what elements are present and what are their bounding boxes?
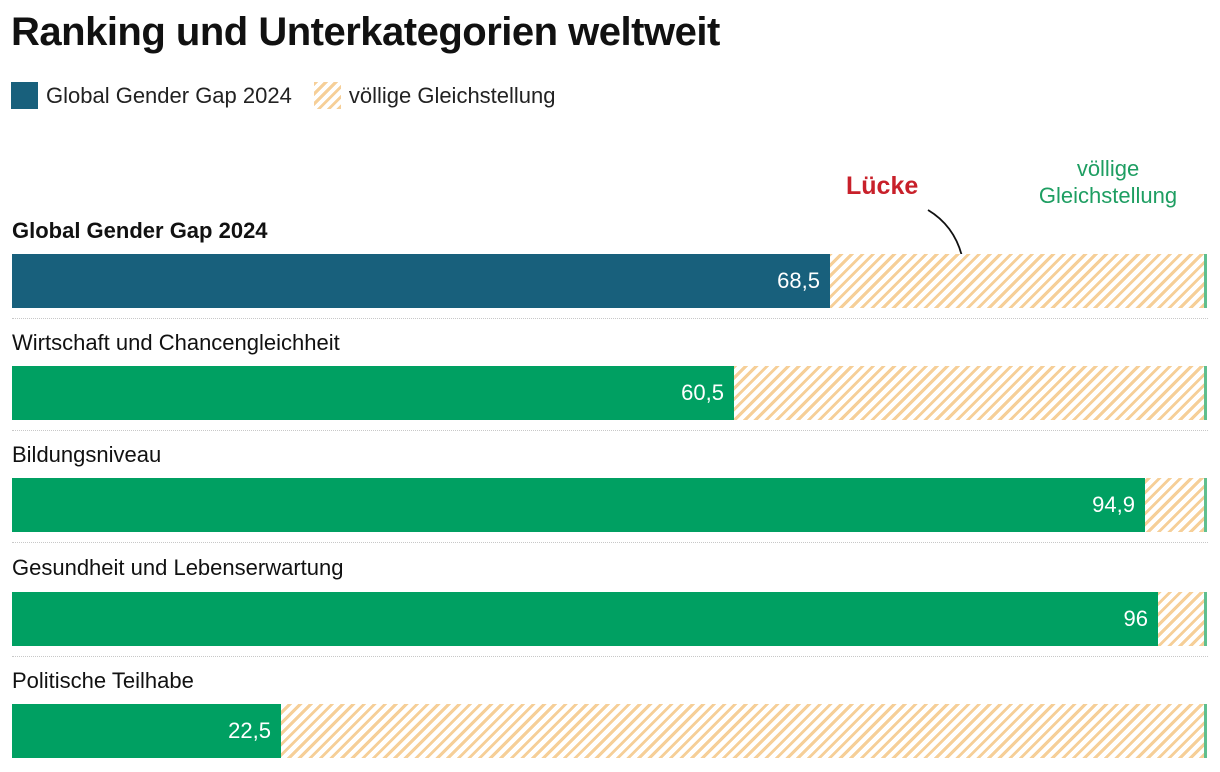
legend-item-ggg: Global Gender Gap 2024 xyxy=(11,82,292,109)
legend-swatch-ggg xyxy=(11,82,38,109)
legend-item-equality: völlige Gleichstellung xyxy=(313,82,556,109)
value-label-2: 94,9 xyxy=(1092,492,1135,517)
equality-line-0 xyxy=(1204,254,1207,308)
legend: Global Gender Gap 2024 völlige Gleichste… xyxy=(11,82,578,109)
legend-label-equality: völlige Gleichstellung xyxy=(348,82,556,108)
legend-swatch-equality xyxy=(313,82,341,109)
row-separator-0 xyxy=(12,318,1208,319)
row-separator-3 xyxy=(12,656,1208,657)
value-bar-1 xyxy=(12,366,734,420)
equality-line-2 xyxy=(1204,478,1207,532)
value-label-4: 22,5 xyxy=(228,718,271,743)
annotation-equality: völlige Gleichstellung xyxy=(1038,156,1178,208)
bar-label-4: Politische Teilhabe xyxy=(12,668,194,693)
equality-line-3 xyxy=(1204,592,1207,646)
row-separator-2 xyxy=(12,542,1208,543)
equality-gap-bar-4: 22,5 xyxy=(12,704,1207,758)
value-bar-3 xyxy=(12,592,1158,646)
annotation-gap: Lücke xyxy=(846,172,919,200)
bar-label-2: Bildungsniveau xyxy=(12,442,162,467)
bar-label-1: Wirtschaft und Chancengleichheit xyxy=(12,330,340,355)
legend-label-ggg: Global Gender Gap 2024 xyxy=(46,82,292,108)
value-label-1: 60,5 xyxy=(681,380,724,405)
equality-gap-bar-1: 60,5 xyxy=(12,366,1207,420)
equality-gap-bar-2: 94,9 xyxy=(12,478,1207,532)
value-bar-0 xyxy=(12,254,830,308)
value-bar-2 xyxy=(12,478,1145,532)
chart-title: Ranking und Unterkategorien weltweit xyxy=(11,10,720,54)
bar-label-0: Global Gender Gap 2024 xyxy=(12,218,268,243)
value-bar-4 xyxy=(12,704,281,758)
row-separator-1 xyxy=(12,430,1208,431)
equality-line-1 xyxy=(1204,366,1207,420)
value-label-3: 96 xyxy=(1123,606,1148,631)
equality-gap-bar-0: 68,5 xyxy=(12,254,1207,308)
equality-gap-bar-3: 96 xyxy=(12,592,1207,646)
bar-label-3: Gesundheit und Lebenserwartung xyxy=(12,555,344,580)
equality-line-4 xyxy=(1204,704,1207,758)
value-label-0: 68,5 xyxy=(777,268,820,293)
